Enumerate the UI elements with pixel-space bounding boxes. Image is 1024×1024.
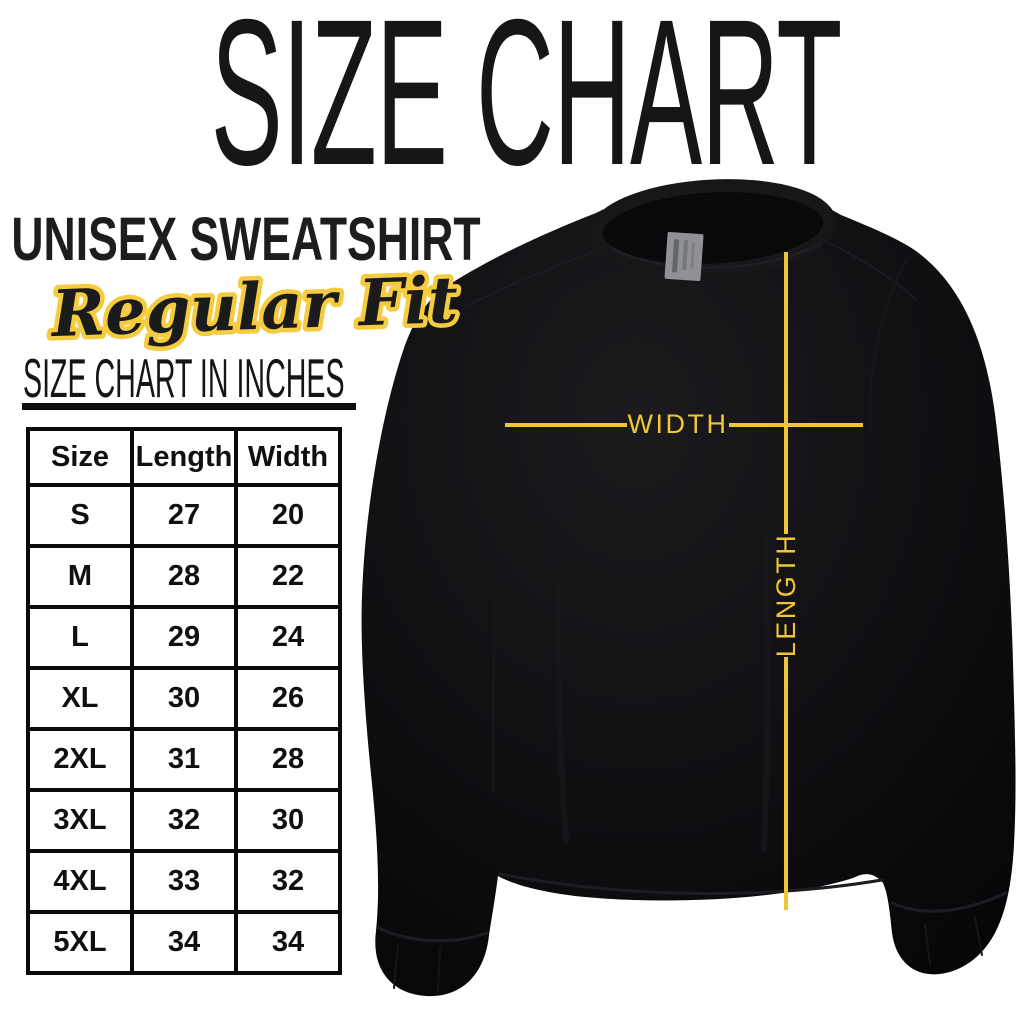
size-table: Size Length Width S 27 20 M 28 22 L 29 2… (26, 427, 342, 975)
column-header-size: Size (26, 427, 134, 487)
table-heading: SIZE CHART IN INCHES (23, 347, 345, 409)
size-cell: M (26, 544, 134, 609)
product-name: UNISEX SWEATSHIRT (11, 205, 481, 273)
width-cell: 20 (234, 483, 342, 548)
length-label: LENGTH (771, 532, 801, 658)
table-row: 2XL 31 28 (26, 727, 342, 792)
length-cell: 28 (130, 544, 238, 609)
fit-style-graphic: Regular Fit (44, 258, 464, 356)
length-cell: 34 (130, 910, 238, 975)
width-cell: 28 (234, 727, 342, 792)
fabric-creases (377, 237, 1008, 993)
size-cell: 2XL (26, 727, 134, 792)
table-row: 5XL 34 34 (26, 910, 342, 975)
length-line-top-segment (784, 252, 788, 534)
size-cell: 4XL (26, 849, 134, 914)
length-cell: 31 (130, 727, 238, 792)
table-row: 4XL 33 32 (26, 849, 342, 914)
length-cell: 32 (130, 788, 238, 853)
sweatshirt-body (361, 188, 1016, 997)
table-row: S 27 20 (26, 483, 342, 548)
width-cell: 26 (234, 666, 342, 731)
length-cell: 29 (130, 605, 238, 670)
length-cell: 27 (130, 483, 238, 548)
table-row: M 28 22 (26, 544, 342, 609)
width-cell: 24 (234, 605, 342, 670)
column-header-width: Width (234, 427, 342, 487)
table-row: L 29 24 (26, 605, 342, 670)
fit-label: Regular Fit (48, 263, 459, 352)
width-label: WIDTH (627, 409, 729, 439)
size-cell: 3XL (26, 788, 134, 853)
width-cell: 32 (234, 849, 342, 914)
heading-underline (22, 403, 356, 410)
brand-tag (664, 231, 704, 282)
width-cell: 22 (234, 544, 342, 609)
table-row: XL 30 26 (26, 666, 342, 731)
size-cell: S (26, 483, 134, 548)
table-row: 3XL 32 30 (26, 788, 342, 853)
length-cell: 30 (130, 666, 238, 731)
width-cell: 34 (234, 910, 342, 975)
width-cell: 30 (234, 788, 342, 853)
width-line-left-segment (505, 423, 627, 427)
length-line-bottom-segment (784, 657, 788, 910)
column-header-length: Length (130, 427, 238, 487)
page-title: SIZE CHART (210, 0, 843, 209)
size-cell: XL (26, 666, 134, 731)
table-header-row: Size Length Width (26, 427, 342, 487)
length-cell: 33 (130, 849, 238, 914)
collar (589, 179, 837, 277)
width-line-right-segment (729, 423, 863, 427)
size-cell: 5XL (26, 910, 134, 975)
size-cell: L (26, 605, 134, 670)
